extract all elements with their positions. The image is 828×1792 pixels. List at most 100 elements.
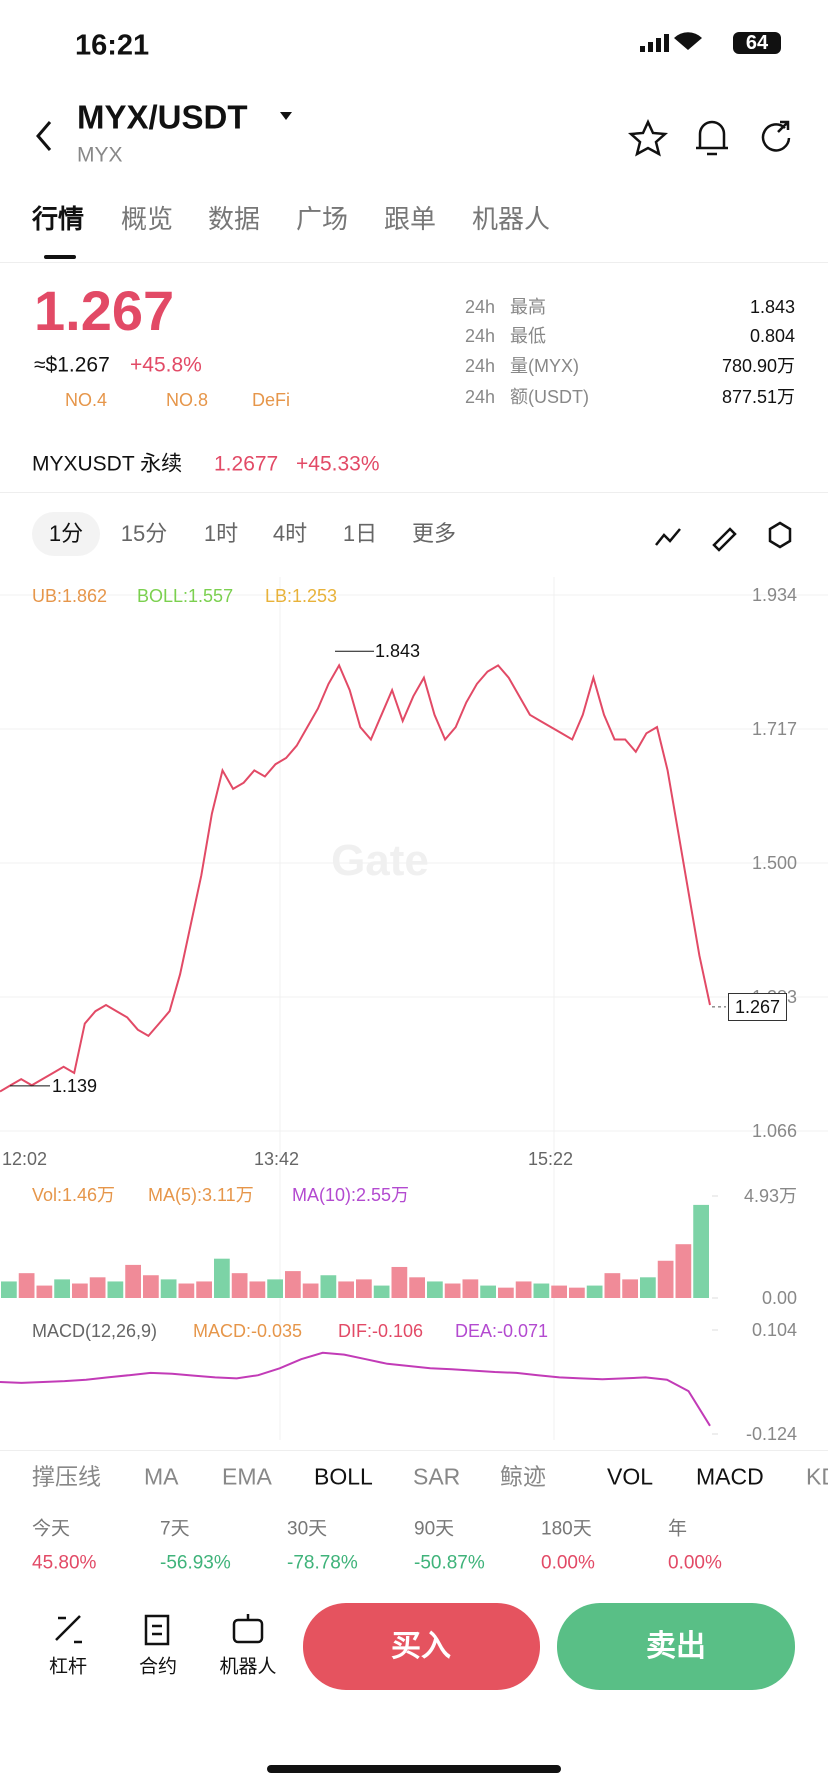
volume-bar <box>533 1283 550 1298</box>
last-price: 1.267 <box>34 279 175 342</box>
share-icon[interactable] <box>761 120 791 152</box>
y-tick-label: 1.717 <box>751 719 797 739</box>
stat-value: 0.804 <box>749 326 795 346</box>
sell-button[interactable] <box>557 1603 795 1690</box>
bell-icon[interactable] <box>696 120 728 156</box>
stat-period: 24h <box>465 356 496 376</box>
home-indicator <box>267 1765 561 1773</box>
interval[interactable]: 4时 <box>272 521 308 546</box>
volume-bar <box>160 1279 177 1298</box>
interval[interactable]: 15分 <box>120 521 168 546</box>
tab[interactable]: 广场 <box>296 204 349 234</box>
period: 180天 <box>541 1518 592 1540</box>
indicator-tab[interactable]: SAR <box>413 1463 461 1490</box>
tab[interactable]: 概览 <box>121 204 174 234</box>
indicator-tab[interactable]: 鲸迹 <box>500 1463 546 1490</box>
volume-bar <box>498 1287 514 1298</box>
interval[interactable]: 1分 <box>48 521 84 546</box>
volume-bar <box>231 1273 248 1298</box>
volume-bar <box>569 1287 585 1298</box>
settings-icon[interactable] <box>768 521 792 549</box>
indicator-tab[interactable]: MA <box>144 1463 179 1490</box>
pair-base: MYX <box>77 143 123 167</box>
y-tick-label: 0.00 <box>761 1288 797 1308</box>
tab[interactable]: 行情 <box>32 204 85 234</box>
watermark: Gate <box>331 836 429 885</box>
period-change: 0.00% <box>668 1552 722 1574</box>
tag[interactable]: NO.8 <box>166 390 209 410</box>
dif-line <box>0 1351 711 1427</box>
stat-period: 24h <box>465 326 496 346</box>
x-tick-label: 13:42 <box>254 1149 300 1169</box>
volume-bar <box>444 1283 461 1298</box>
stat-value: 1.843 <box>749 297 795 317</box>
volume-bar <box>675 1244 692 1298</box>
y-tick-label: 1.066 <box>751 1121 797 1141</box>
period-change: -78.78% <box>287 1552 358 1574</box>
stat-name: 最低 <box>510 326 546 346</box>
toolbar-label[interactable]: 杠杆 <box>48 1656 88 1678</box>
volume-bar <box>18 1273 35 1298</box>
back-icon[interactable] <box>36 121 52 151</box>
tab[interactable]: 机器人 <box>472 204 551 234</box>
legend: MACD(12,26,9) <box>32 1321 158 1341</box>
tab[interactable]: 跟单 <box>384 204 437 234</box>
legend: Vol:1.46万 <box>32 1185 116 1205</box>
star-icon[interactable] <box>627 118 669 157</box>
legend: MACD:-0.035 <box>193 1321 303 1341</box>
perp-name[interactable]: MYXUSDT 永续 <box>32 452 183 476</box>
volume-bar <box>196 1281 212 1298</box>
period-change: -56.93% <box>160 1552 231 1574</box>
legend: UB:1.862 <box>32 586 108 606</box>
interval[interactable]: 更多 <box>412 521 457 546</box>
low-label: 1.139 <box>52 1075 98 1096</box>
indicator-tab[interactable]: MACD <box>696 1463 764 1490</box>
indicator-icon[interactable] <box>655 528 681 546</box>
dropdown-icon[interactable] <box>280 112 292 120</box>
legend: MA(5):3.11万 <box>148 1185 254 1205</box>
volume-bar <box>267 1279 283 1298</box>
sell-label[interactable]: 卖出 <box>646 1630 706 1663</box>
draw-icon[interactable] <box>712 527 737 552</box>
toolbar-label[interactable]: 合约 <box>138 1656 178 1678</box>
stat-period: 24h <box>465 387 496 407</box>
perp-change: +45.33% <box>296 452 380 476</box>
indicator-tab[interactable]: EMA <box>222 1463 272 1490</box>
tag[interactable]: DeFi <box>252 390 291 410</box>
volume-bar <box>604 1273 621 1298</box>
indicator-tab[interactable]: VOL <box>607 1463 654 1490</box>
pair-title: MYX/USDT <box>77 98 248 136</box>
volume-bar <box>586 1285 603 1298</box>
price-change: +45.8% <box>130 353 202 377</box>
period-change: 45.80% <box>32 1552 97 1574</box>
y-tick-label: 0.104 <box>751 1320 797 1340</box>
toolbar-label[interactable]: 机器人 <box>219 1656 277 1678</box>
indicator-tab[interactable]: 撑压线 <box>32 1463 101 1490</box>
interval[interactable]: 1时 <box>203 521 239 546</box>
volume-bar <box>480 1285 496 1298</box>
volume-bar <box>89 1277 106 1298</box>
volume-bar <box>391 1266 408 1298</box>
period: 年 <box>668 1518 688 1540</box>
divider <box>0 492 828 493</box>
volume-bar <box>36 1285 53 1298</box>
period: 7天 <box>160 1518 190 1540</box>
buy-label[interactable]: 买入 <box>391 1630 451 1663</box>
volume-bar <box>107 1281 124 1298</box>
stat-value: 877.51万 <box>721 387 795 407</box>
tag[interactable]: NO.4 <box>65 390 108 410</box>
period: 90天 <box>414 1518 455 1540</box>
legend: BOLL:1.557 <box>137 586 234 606</box>
volume-bar <box>1 1281 17 1298</box>
volume-bar <box>427 1281 443 1298</box>
interval[interactable]: 1日 <box>342 521 378 546</box>
status-icons <box>640 32 781 54</box>
tab[interactable]: 数据 <box>208 204 261 234</box>
indicator-tab[interactable]: BOLL <box>314 1463 373 1490</box>
indicator-tab[interactable]: KD <box>806 1463 828 1490</box>
volume-bar <box>515 1281 532 1298</box>
legend: MA(10):2.55万 <box>292 1185 410 1205</box>
buy-button[interactable] <box>303 1603 540 1690</box>
divider <box>0 1450 828 1451</box>
